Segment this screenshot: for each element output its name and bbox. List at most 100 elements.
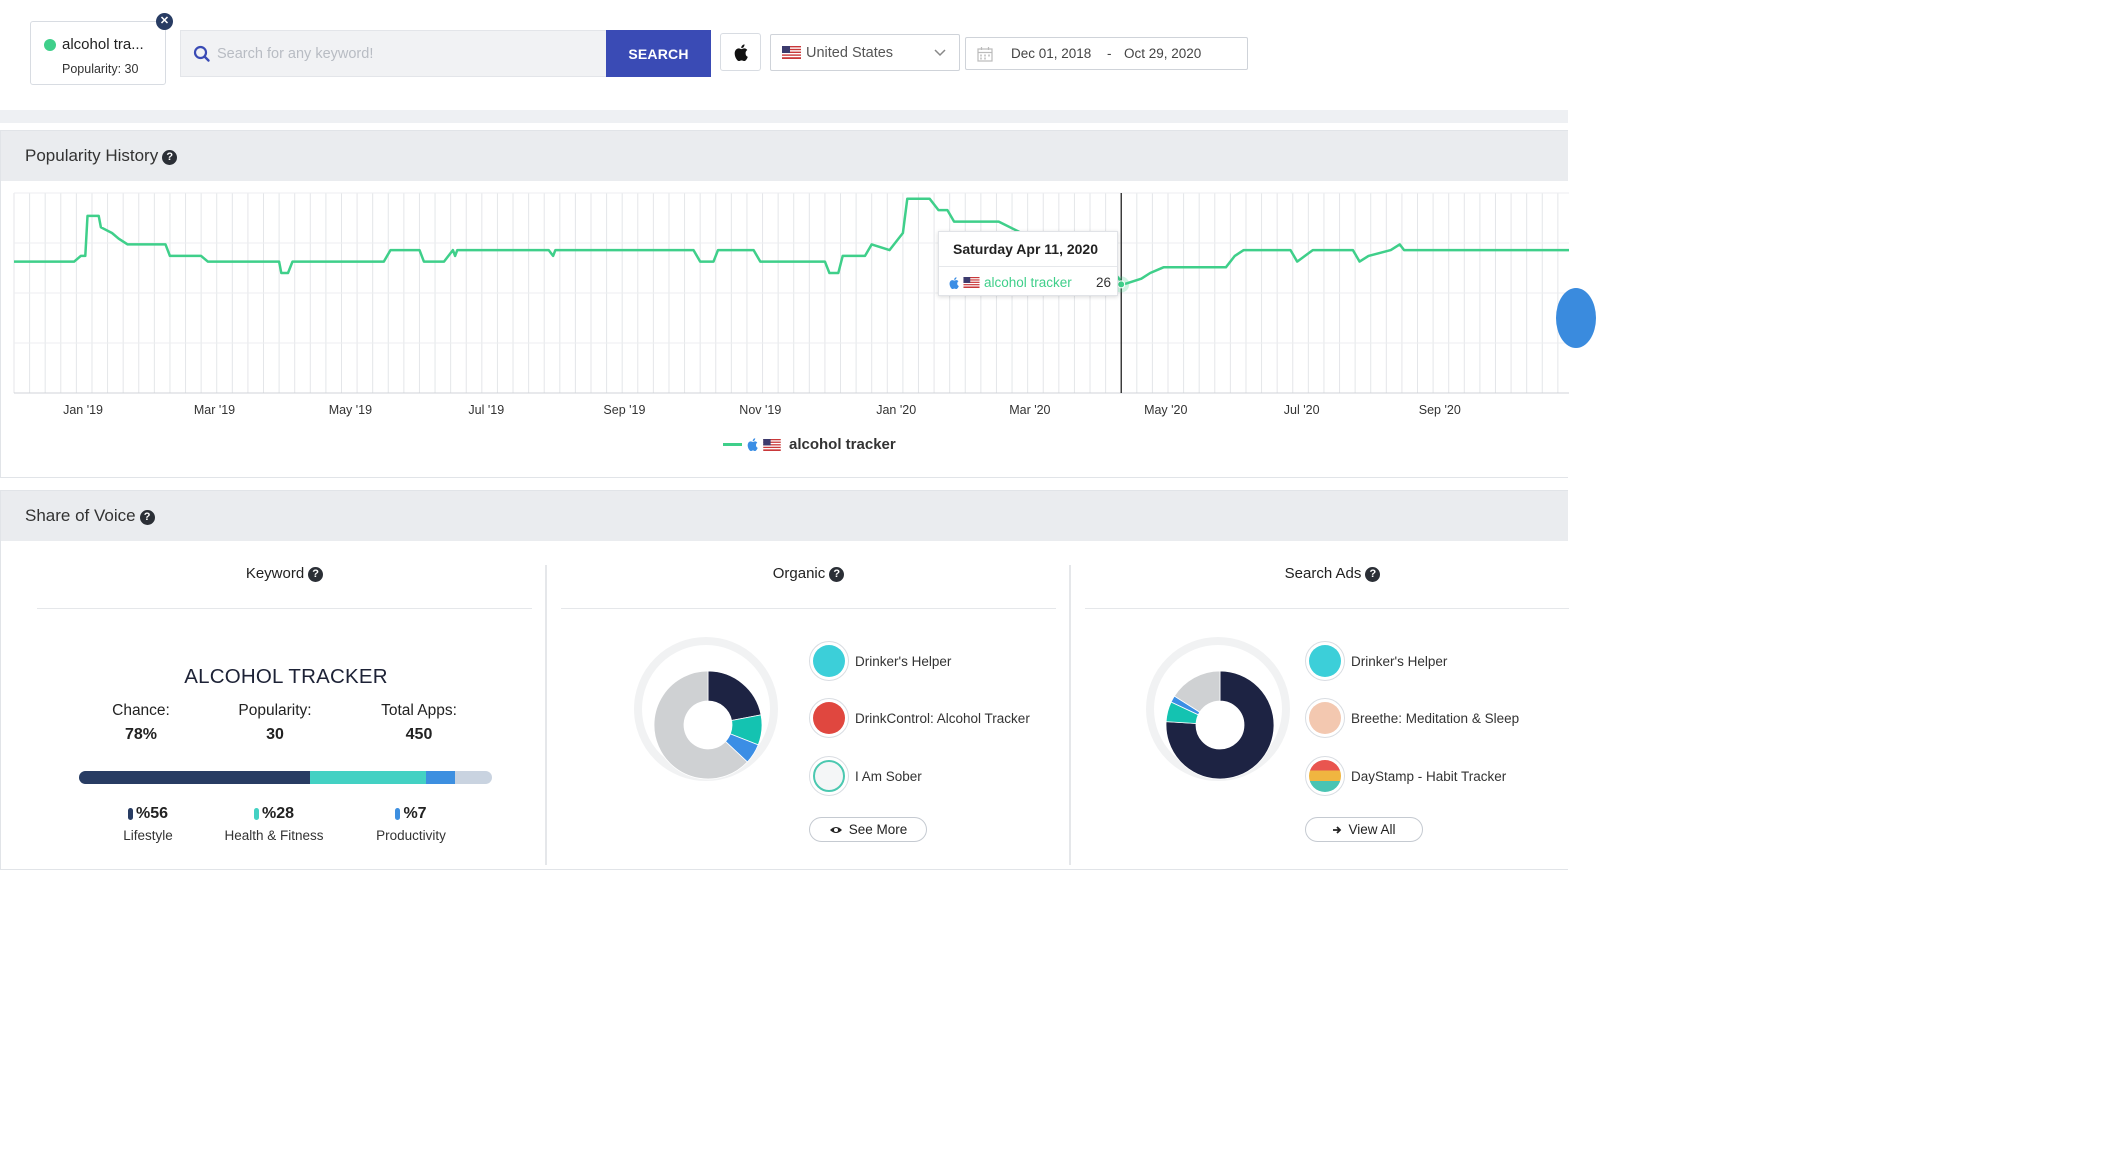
date-to[interactable]: Oct 29, 2020 [1124, 46, 1202, 61]
keyword-chip[interactable]: alcohol tra... Popularity: 30 [30, 21, 166, 85]
help-icon[interactable]: ? [139, 510, 155, 525]
category-swatch [253, 808, 259, 820]
category-bar-segment [310, 771, 426, 784]
x-tick-label: May '19 [329, 403, 372, 417]
organic-app-row[interactable]: Drinker's Helper [809, 641, 951, 681]
legend-label: alcohol tracker [789, 436, 896, 453]
organic-column-title-wrap: Organic? [561, 565, 1056, 582]
i-am-sober-icon [809, 756, 849, 796]
organic-app-row[interactable]: DrinkControl: Alcohol Tracker [809, 698, 1030, 738]
popularity-history-panel: Popularity History? Jan '19 Mar '19 May '1… [0, 130, 1569, 478]
category-health-fitness: %28 Health & Fitness [214, 805, 334, 843]
share-of-voice-title: Share of Voice [25, 506, 136, 525]
ads-app-row[interactable]: Drinker's Helper [1305, 641, 1447, 681]
breethe-icon [1305, 698, 1345, 738]
apple-icon [747, 438, 758, 451]
tooltip-value: 26 [1095, 275, 1111, 290]
keyword-column-title: Keyword [245, 565, 305, 582]
stat-label: Chance: [112, 702, 170, 719]
popularity-line-chart[interactable]: Jan '19 Mar '19 May '19 Jul '19 Sep '19 Nov '… [1, 181, 1569, 431]
category-bar-segment [425, 771, 455, 784]
us-flag-icon [763, 438, 781, 451]
donut-slice[interactable] [653, 670, 748, 780]
x-tick-label: Sep '19 [603, 403, 645, 417]
search-box [180, 30, 607, 77]
donut-slice[interactable] [707, 670, 762, 721]
organic-donut-chart[interactable] [633, 637, 783, 807]
category-swatch [395, 808, 401, 820]
total-apps-stat: Total Apps: 450 [364, 702, 474, 744]
x-tick-label: Jul '19 [468, 403, 504, 417]
platform-toggle[interactable] [720, 33, 761, 71]
column-divider [1085, 608, 1569, 609]
help-icon[interactable]: ? [1365, 567, 1381, 582]
category-productivity: %7 Productivity [361, 805, 461, 843]
keyword-chip-popularity: Popularity: 30 [62, 62, 139, 76]
donut-slice[interactable] [1165, 670, 1275, 780]
category-distribution-bar [79, 771, 492, 784]
hover-point [1117, 280, 1126, 289]
apple-icon [734, 43, 748, 61]
search-input[interactable] [217, 37, 597, 71]
category-lifestyle: %56 Lifestyle [98, 805, 198, 843]
help-icon[interactable]: ? [308, 567, 324, 582]
see-more-button[interactable]: See More [809, 817, 927, 842]
help-icon[interactable]: ? [829, 567, 845, 582]
organic-column-title: Organic [772, 565, 826, 582]
series-line-alcohol-tracker[interactable] [14, 197, 1569, 286]
ads-app-row[interactable]: Breethe: Meditation & Sleep [1305, 698, 1519, 738]
app-name: DayStamp - Habit Tracker [1351, 768, 1507, 784]
tooltip-divider [939, 266, 1117, 267]
chart-tooltip: Saturday Apr 11, 2020 alcohol tracker 26 [938, 231, 1118, 296]
category-name: Lifestyle [123, 828, 173, 843]
country-select[interactable]: United States [770, 34, 960, 71]
view-all-button[interactable]: View All [1305, 817, 1423, 842]
share-of-voice-panel: Share of Voice? Keyword? Organic? Search… [0, 490, 1569, 870]
daystamp-icon [1305, 756, 1345, 796]
search-ads-column-title: Search Ads [1284, 565, 1362, 582]
tooltip-keyword: alcohol tracker [984, 275, 1072, 290]
app-name: DrinkControl: Alcohol Tracker [855, 710, 1030, 726]
us-flag-icon [782, 46, 801, 59]
organic-app-row[interactable]: I Am Sober [809, 756, 922, 796]
search-ads-donut-chart[interactable] [1145, 637, 1295, 807]
popularity-stat: Popularity: 30 [220, 702, 330, 744]
help-icon[interactable]: ? [162, 150, 178, 165]
keyword-column-title-wrap: Keyword? [37, 565, 532, 582]
search-button[interactable]: SEARCH [606, 30, 711, 77]
us-flag-icon [963, 277, 980, 288]
share-of-voice-title-wrap: Share of Voice? [25, 506, 155, 526]
stat-value: 450 [405, 726, 433, 743]
arrow-right-icon [1333, 825, 1342, 834]
eye-icon [829, 826, 842, 833]
x-tick-label: Jan '20 [876, 403, 916, 417]
ads-app-row[interactable]: DayStamp - Habit Tracker [1305, 756, 1506, 796]
date-range-picker[interactable]: Dec 01, 2018 - Oct 29, 2020 [965, 37, 1248, 70]
country-label: United States [806, 45, 894, 61]
chart-legend[interactable]: alcohol tracker [723, 436, 896, 453]
x-tick-label: Jan '19 [63, 403, 103, 417]
stat-value: 78% [124, 726, 158, 743]
category-percent: %28 [261, 805, 295, 822]
calendar-icon [977, 47, 993, 62]
chevron-down-icon [934, 49, 946, 57]
stat-label: Total Apps: [381, 702, 457, 719]
x-tick-label: Sep '20 [1419, 403, 1461, 417]
tooltip-row: alcohol tracker 26 [949, 275, 1111, 290]
date-from[interactable]: Dec 01, 2018 [1011, 46, 1092, 61]
category-bar-segment [79, 771, 311, 784]
share-of-voice-header: Share of Voice? [1, 491, 1568, 541]
chat-widget-button[interactable] [1556, 288, 1596, 348]
remove-keyword-icon[interactable]: ✕ [156, 13, 173, 30]
view-all-label: View All [1348, 822, 1396, 837]
see-more-label: See More [848, 822, 908, 837]
app-name: Drinker's Helper [855, 653, 952, 669]
search-icon [193, 45, 210, 62]
keyword-heading: ALCOHOL TRACKER [184, 665, 388, 688]
chance-stat: Chance: 78% [91, 702, 191, 744]
x-tick-label: Jul '20 [1284, 403, 1320, 417]
stat-value: 30 [266, 726, 284, 743]
drinkcontrol-icon [809, 698, 849, 738]
category-percent: %7 [403, 805, 427, 822]
donut-slice[interactable] [1173, 670, 1221, 713]
